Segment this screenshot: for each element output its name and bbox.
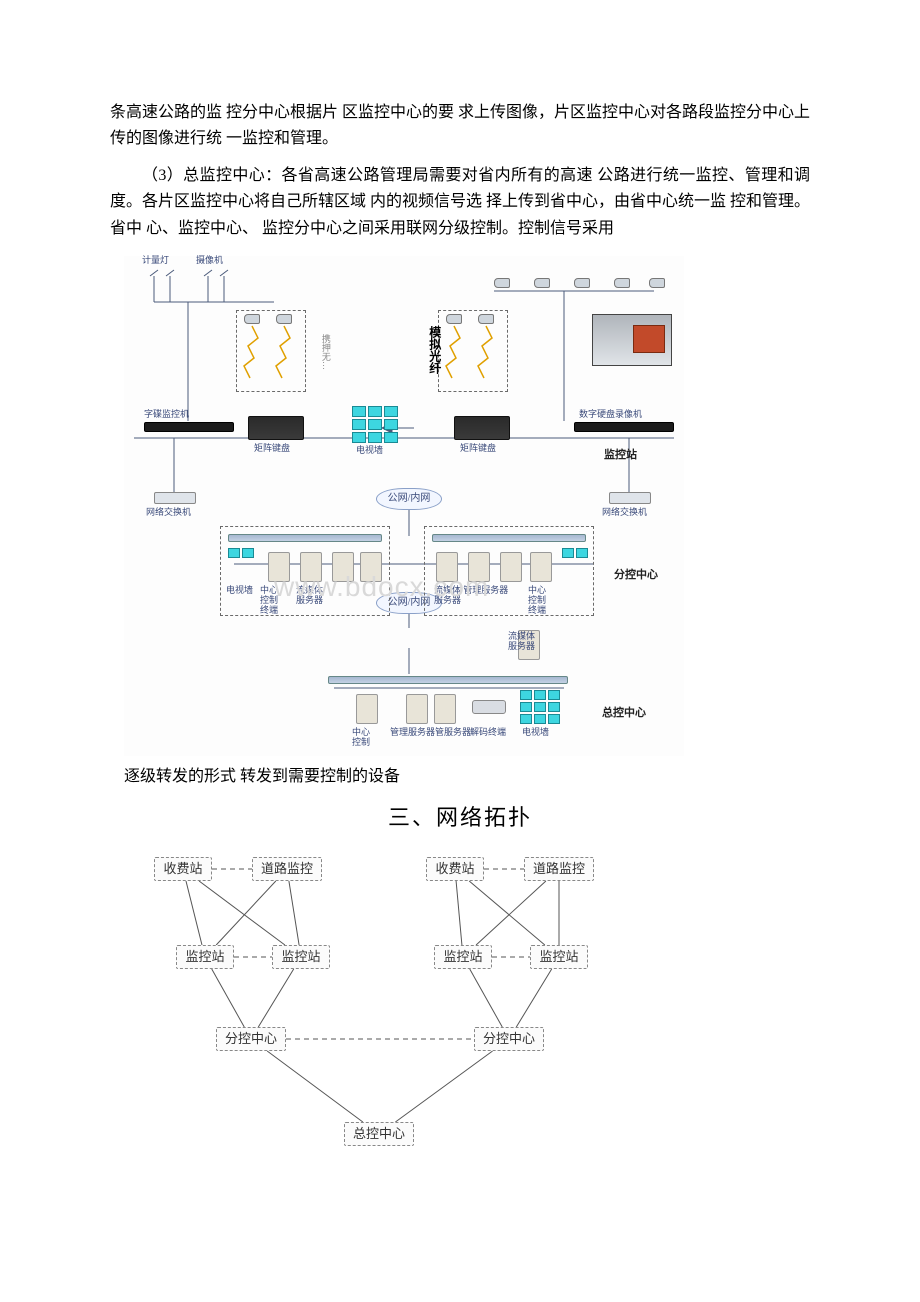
cloud-1: 公网/内网 <box>376 488 442 510</box>
topology-diagram: 收费站 道路监控 收费站 道路监控监控站 监控站 监控站 监控站分控中心 分控中心总控中心 <box>124 847 684 1177</box>
label-main-dec: 解码终端 <box>470 728 506 738</box>
topology-node: 道路监控 <box>252 857 322 881</box>
sub-tv-l <box>228 548 254 558</box>
label-sub-tv-l: 电视墙 <box>226 586 253 596</box>
main-tv <box>520 690 560 724</box>
dvr-right <box>574 422 674 432</box>
camera-icon <box>534 278 552 290</box>
server-icon <box>406 694 428 724</box>
server-icon <box>434 694 456 724</box>
topology-heading: 三、网络拓扑 <box>110 800 810 836</box>
label-dvr-left: 字碟监控机 <box>144 410 189 420</box>
server-icon <box>530 552 552 582</box>
paragraph-1: 条高速公路的监 控分中心根据片 区监控中心的要 求上传图像，片区监控中心对各路段… <box>110 100 810 153</box>
tv-wall-mid <box>352 406 398 443</box>
topology-node: 监控站 <box>176 945 234 969</box>
topology-node: 监控站 <box>434 945 492 969</box>
label-sub-media-l: 流媒体 服务器 <box>296 586 323 606</box>
net-switch-right <box>609 492 651 504</box>
camera-icon <box>276 314 294 326</box>
server-icon <box>360 552 382 582</box>
server-icon <box>332 552 354 582</box>
label-station: 监控站 <box>604 446 637 464</box>
label-main-ctrl: 中心 控制 <box>352 728 370 748</box>
paragraph-2: （3）总监控中心：各省高速公路管理局需要对省内所有的高速 公路进行统一监控、管理… <box>110 163 810 242</box>
camera-icon <box>244 314 262 326</box>
label-vert-left: 携押无… <box>320 334 330 370</box>
server-icon <box>356 694 378 724</box>
server-icon <box>268 552 290 582</box>
label-sub-media-r: 流媒体 管理服务器 服务器 <box>434 586 508 606</box>
camera-icon <box>649 278 667 290</box>
camera-icon <box>494 278 512 290</box>
topology-node: 道路监控 <box>524 857 594 881</box>
label-signal-b: 摄像机 <box>196 256 223 266</box>
label-switch-right: 网络交换机 <box>602 508 647 518</box>
topology-node: 分控中心 <box>216 1027 286 1051</box>
system-diagram-container: 计量灯 摄像机 携押无… 模拟光纤 字碟监控机 数字硬盘录像机 矩阵键盘 矩阵键… <box>110 256 810 756</box>
subcenter-bar-l <box>228 534 382 542</box>
system-diagram: 计量灯 摄像机 携押无… 模拟光纤 字碟监控机 数字硬盘录像机 矩阵键盘 矩阵键… <box>124 256 684 756</box>
server-icon <box>500 552 522 582</box>
server-icon <box>300 552 322 582</box>
toll-photo <box>592 314 672 366</box>
topology-node: 收费站 <box>426 857 484 881</box>
topology-node: 监控站 <box>272 945 330 969</box>
camera-icon <box>574 278 592 290</box>
server-icon <box>436 552 458 582</box>
label-maincenter: 总控中心 <box>602 704 646 722</box>
label-kbd-right: 矩阵键盘 <box>460 444 496 454</box>
label-signal-a: 计量灯 <box>142 256 169 266</box>
label-switch-left: 网络交换机 <box>146 508 191 518</box>
label-sub-ctrl-l: 中心 控制 终端 <box>260 586 278 616</box>
matrix-rack-right <box>454 416 510 440</box>
camera-icon <box>614 278 632 290</box>
topology-node: 分控中心 <box>474 1027 544 1051</box>
net-switch-left <box>154 492 196 504</box>
paragraph-3: 逐级转发的形式 转发到需要控制的设备 <box>124 764 810 790</box>
label-vert-right: 模拟光纤 <box>424 326 444 374</box>
sub-tv-r <box>562 548 588 558</box>
label-main-media: 流媒体 服务器 <box>508 632 535 652</box>
label-main-mgmt: 管理服务器管服务器 <box>390 728 471 738</box>
main-bar <box>328 676 568 684</box>
label-sub-ctrl-r: 中心 控制 终端 <box>528 586 546 616</box>
label-subcenter: 分控中心 <box>614 566 658 584</box>
matrix-rack-left <box>248 416 304 440</box>
label-dvr-right: 数字硬盘录像机 <box>579 410 642 420</box>
label-tvwall: 电视墙 <box>356 446 383 456</box>
camera-icon <box>446 314 464 326</box>
topology-node: 收费站 <box>154 857 212 881</box>
topology-node: 监控站 <box>530 945 588 969</box>
dvr-left <box>144 422 234 432</box>
decoder-icon <box>472 700 506 714</box>
subcenter-bar-r <box>432 534 586 542</box>
server-icon <box>468 552 490 582</box>
camera-icon <box>478 314 496 326</box>
topology-node: 总控中心 <box>344 1122 414 1146</box>
label-main-tv: 电视墙 <box>522 728 549 738</box>
label-kbd-left: 矩阵键盘 <box>254 444 290 454</box>
